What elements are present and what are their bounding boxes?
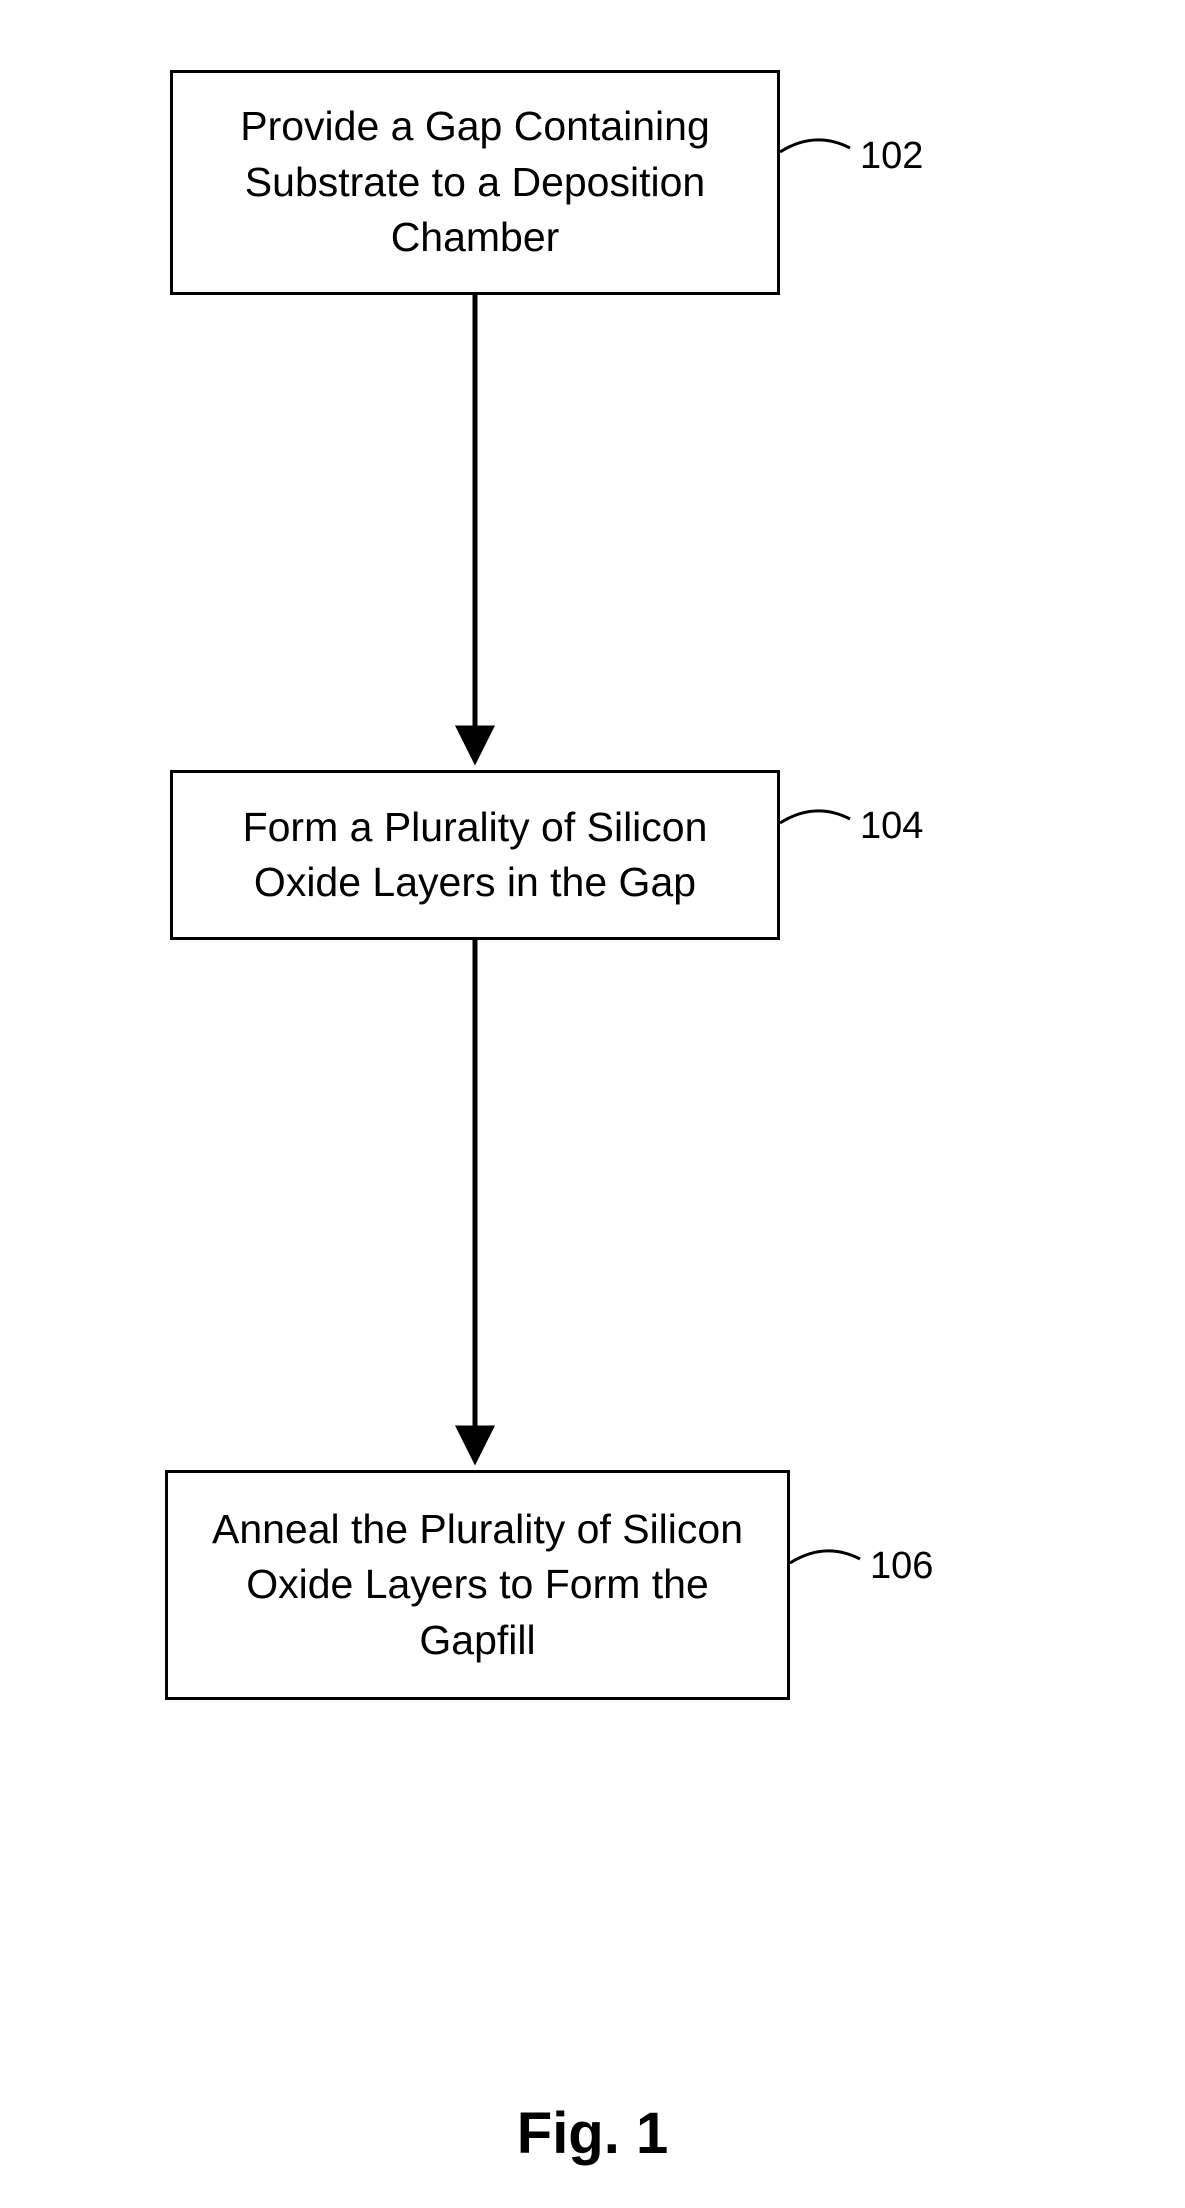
ref-label-106: 106 [870, 1545, 933, 1588]
ref-label-102: 102 [860, 135, 923, 178]
callout-102 [780, 140, 850, 152]
flowchart-svg [0, 0, 1185, 2208]
flowchart-box-provide-gap: Provide a Gap Containing Substrate to a … [170, 70, 780, 295]
callout-106 [790, 1551, 860, 1563]
box-text: Anneal the Plurality of Silicon Oxide La… [198, 1502, 757, 1668]
flowchart-box-anneal: Anneal the Plurality of Silicon Oxide La… [165, 1470, 790, 1700]
ref-label-104: 104 [860, 805, 923, 848]
box-text: Form a Plurality of Silicon Oxide Layers… [203, 800, 747, 911]
flowchart-container: Provide a Gap Containing Substrate to a … [0, 0, 1185, 2208]
figure-label: Fig. 1 [0, 2100, 1185, 2167]
callout-104 [780, 811, 850, 823]
box-text: Provide a Gap Containing Substrate to a … [203, 99, 747, 265]
flowchart-box-form-layers: Form a Plurality of Silicon Oxide Layers… [170, 770, 780, 940]
